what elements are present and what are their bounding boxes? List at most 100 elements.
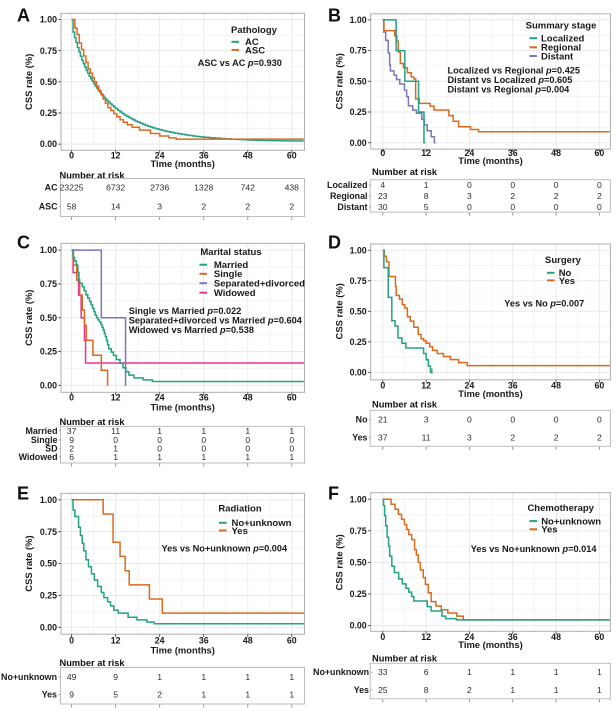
svg-text:2: 2 [467,685,472,695]
svg-text:0: 0 [597,202,602,212]
svg-text:11: 11 [111,426,120,436]
svg-text:14: 14 [111,202,121,212]
svg-text:48: 48 [243,393,253,403]
svg-text:5: 5 [113,690,118,700]
svg-text:C: C [17,233,30,253]
svg-text:Widowed vs Married p=0.538: Widowed vs Married p=0.538 [129,325,254,335]
svg-text:0.50: 0.50 [40,559,57,569]
svg-text:Single: Single [31,435,58,445]
svg-text:48: 48 [551,632,561,642]
svg-text:1: 1 [245,426,250,436]
svg-text:2: 2 [157,690,162,700]
svg-text:No: No [356,414,368,424]
svg-text:Single vs Married p=0.022: Single vs Married p=0.022 [129,306,242,316]
svg-text:0: 0 [157,444,162,454]
svg-text:24: 24 [155,393,165,403]
svg-text:4: 4 [380,180,385,190]
svg-text:24: 24 [465,380,475,390]
svg-text:1: 1 [201,672,206,682]
svg-text:25: 25 [378,685,388,695]
svg-text:6: 6 [424,667,429,677]
svg-text:0: 0 [380,380,385,390]
svg-text:1.00: 1.00 [40,495,57,505]
svg-text:36: 36 [199,393,209,403]
svg-text:0.50: 0.50 [40,313,57,323]
svg-text:1: 1 [157,672,162,682]
svg-text:Distant vs Localized p=0.605: Distant vs Localized p=0.605 [448,75,573,85]
svg-text:1: 1 [289,690,294,700]
svg-text:23: 23 [378,191,388,201]
svg-text:1: 1 [201,426,206,436]
svg-text:Number at risk: Number at risk [372,654,438,664]
svg-text:0.75: 0.75 [40,46,57,56]
svg-text:0: 0 [467,180,472,190]
svg-text:Widowed: Widowed [214,288,256,299]
svg-text:48: 48 [243,151,253,161]
svg-text:12: 12 [111,151,121,161]
svg-text:2: 2 [245,202,250,212]
svg-text:0.75: 0.75 [40,279,57,289]
svg-text:1: 1 [245,452,250,462]
svg-text:24: 24 [465,632,475,642]
svg-text:1: 1 [467,667,472,677]
svg-text:2: 2 [510,191,515,201]
svg-text:58: 58 [67,202,77,212]
svg-text:CSS rate (%): CSS rate (%) [23,54,34,110]
svg-text:1: 1 [424,180,429,190]
svg-text:30: 30 [378,202,388,212]
svg-text:Widowed: Widowed [19,452,58,462]
svg-text:0: 0 [380,632,385,642]
svg-text:2: 2 [554,191,559,201]
svg-text:2: 2 [597,191,602,201]
svg-text:Married: Married [25,426,57,436]
svg-text:1: 1 [157,426,162,436]
svg-text:36: 36 [199,636,209,646]
svg-text:0: 0 [289,435,294,445]
svg-text:21: 21 [378,414,388,424]
svg-text:0.00: 0.00 [350,368,367,378]
svg-text:24: 24 [155,151,165,161]
svg-text:B: B [328,6,341,26]
svg-text:0: 0 [245,444,250,454]
svg-text:SD: SD [45,444,58,454]
svg-text:No+unknown: No+unknown [232,518,292,529]
svg-text:0.75: 0.75 [40,527,57,537]
svg-text:1.00: 1.00 [350,245,367,255]
svg-text:1: 1 [554,685,559,695]
svg-text:3: 3 [157,202,162,212]
svg-text:Distant: Distant [337,202,367,212]
svg-text:0.75: 0.75 [350,526,367,536]
svg-text:AC: AC [45,183,58,193]
svg-text:D: D [328,233,341,253]
svg-text:36: 36 [199,151,209,161]
svg-text:Localized vs Regional p=0.425: Localized vs Regional p=0.425 [448,65,581,75]
svg-text:Number at risk: Number at risk [60,170,126,180]
svg-text:1: 1 [289,452,294,462]
svg-text:Regional: Regional [541,43,581,54]
svg-text:Single: Single [214,269,243,280]
svg-text:23225: 23225 [60,183,84,193]
svg-text:1: 1 [289,426,294,436]
svg-text:12: 12 [111,636,121,646]
svg-text:Time (months): Time (months) [150,401,214,412]
svg-text:1: 1 [554,667,559,677]
svg-text:9: 9 [113,672,118,682]
svg-text:Number at risk: Number at risk [60,658,126,668]
svg-text:12: 12 [421,380,431,390]
svg-text:0: 0 [510,180,515,190]
svg-text:0: 0 [69,636,74,646]
svg-text:E: E [17,484,29,504]
svg-text:24: 24 [155,636,165,646]
svg-text:Yes: Yes [352,432,367,442]
svg-text:CSS rate (%): CSS rate (%) [23,535,34,591]
svg-text:0.00: 0.00 [40,139,57,149]
svg-text:37: 37 [378,432,388,442]
svg-text:AC: AC [245,37,259,48]
svg-text:0.00: 0.00 [40,622,57,632]
svg-text:1: 1 [510,685,515,695]
svg-text:60: 60 [287,636,297,646]
svg-text:Number at risk: Number at risk [372,400,438,410]
svg-text:0: 0 [380,148,385,158]
svg-text:0: 0 [554,180,559,190]
svg-text:0: 0 [69,393,74,403]
